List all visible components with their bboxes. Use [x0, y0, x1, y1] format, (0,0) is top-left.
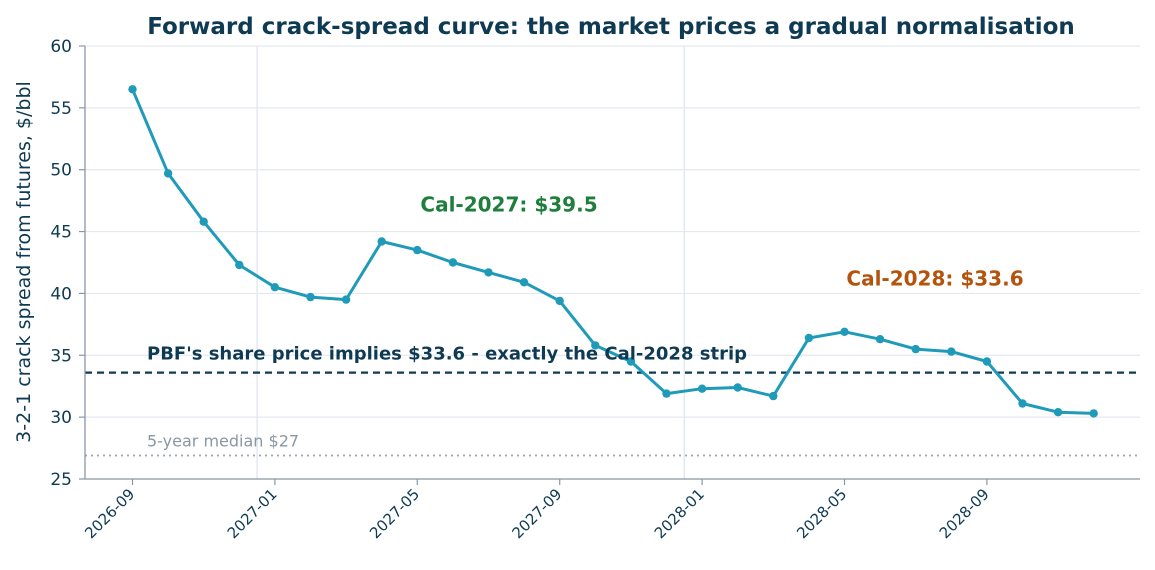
data-point [1053, 408, 1063, 417]
crack-spread-line [131, 87, 1096, 415]
y-axis-label: 3-2-1 crack spread from futures, $/bbl [13, 81, 35, 443]
data-point [947, 347, 956, 356]
data-point [163, 169, 173, 178]
cal-2027-annotation: Cal-2027: $39.5 [420, 192, 597, 216]
data-point [733, 383, 742, 392]
reference-lines [85, 371, 1140, 457]
data-point [591, 341, 600, 350]
data-point [697, 384, 707, 393]
data-point [1018, 399, 1027, 408]
x-tick-label: 2028-01 [651, 485, 708, 542]
data-point [555, 296, 564, 306]
y-tick-label: 35 [50, 346, 72, 366]
y-tick-label: 50 [50, 161, 72, 181]
data-point [840, 327, 849, 336]
data-point [341, 295, 351, 304]
data-point [519, 278, 529, 287]
x-tick-label: 2027-09 [508, 485, 565, 542]
annotations: PBF's share price implies $33.6 - exactl… [147, 192, 1024, 450]
y-tick-label: 60 [50, 37, 72, 57]
y-tick-label: 30 [50, 408, 72, 428]
data-point [306, 292, 315, 302]
data-point [769, 391, 778, 401]
implied-price-label: PBF's share price implies $33.6 - exactl… [147, 344, 747, 365]
y-tick-label: 45 [50, 223, 72, 243]
data-point [270, 283, 280, 292]
data-point [875, 335, 885, 344]
x-tick-label: 2026-09 [81, 485, 138, 542]
x-tick-label: 2028-05 [793, 485, 850, 542]
data-point [626, 357, 636, 366]
x-tick-label: 2027-01 [224, 485, 281, 542]
data-point [662, 389, 671, 398]
x-tick-label: 2027-05 [366, 485, 423, 542]
y-tick-label: 40 [50, 284, 72, 304]
data-point [1089, 409, 1098, 418]
grid-layer [85, 45, 1140, 480]
data-point [128, 85, 137, 94]
x-tick-label: 2028-09 [936, 485, 993, 542]
data-point [377, 237, 386, 246]
data-point [804, 333, 814, 343]
data-point [448, 258, 458, 267]
median-label: 5-year median $27 [147, 431, 299, 450]
data-point [199, 217, 208, 226]
data-point [484, 268, 493, 277]
data-point [413, 245, 422, 255]
data-point [235, 260, 244, 270]
chart-title: Forward crack-spread curve: the market p… [147, 14, 1075, 40]
series-layer [128, 85, 1098, 418]
y-tick-label: 55 [50, 99, 72, 119]
y-tick-label: 25 [50, 470, 72, 490]
data-point [982, 357, 992, 366]
data-point [911, 344, 920, 354]
cal-2028-annotation: Cal-2028: $33.6 [846, 267, 1023, 291]
